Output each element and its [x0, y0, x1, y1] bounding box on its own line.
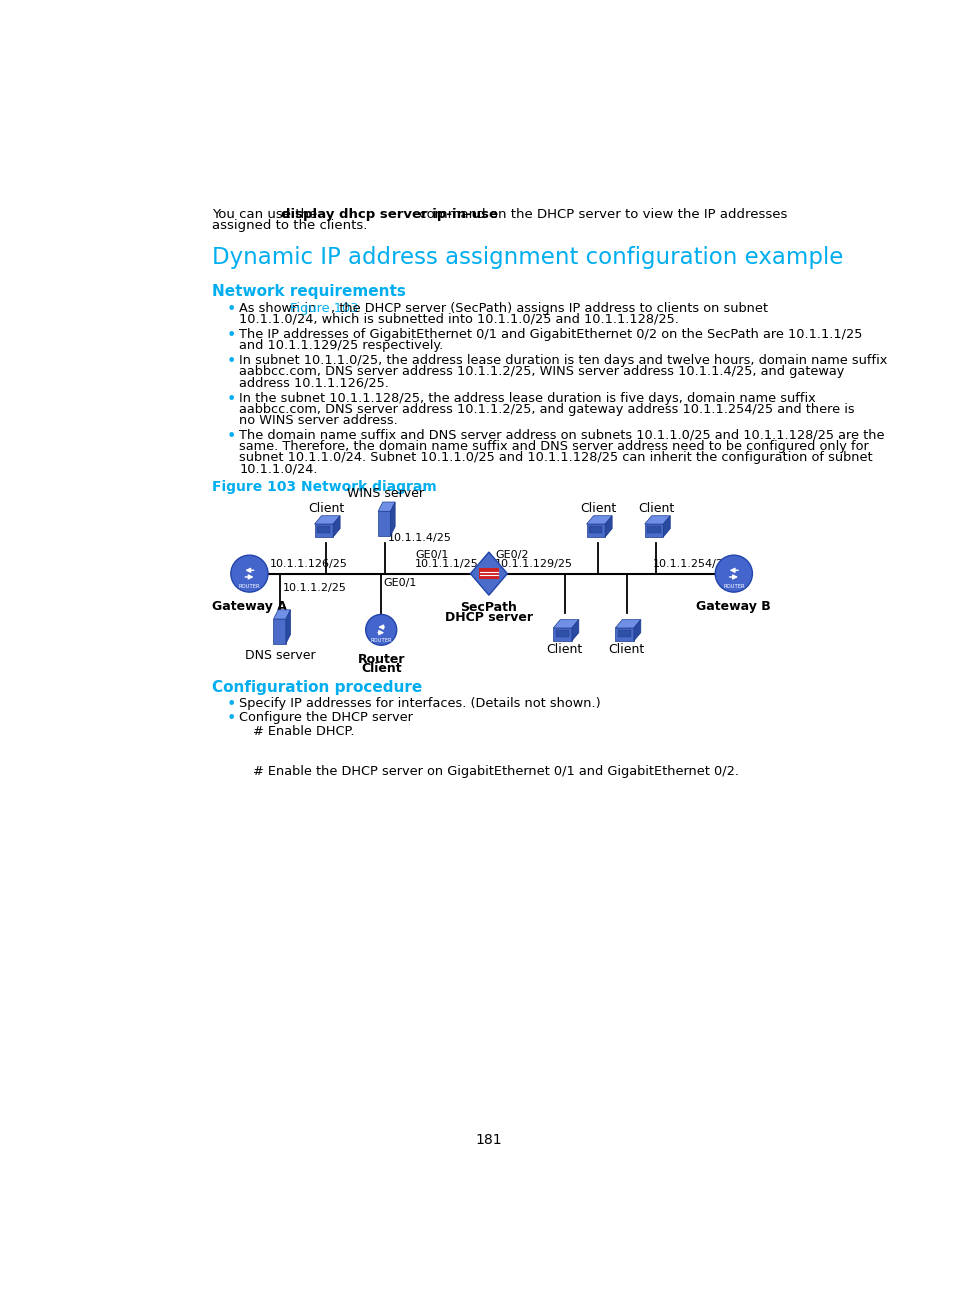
Polygon shape: [274, 619, 286, 644]
Polygon shape: [615, 629, 633, 642]
Text: •: •: [226, 302, 235, 316]
Text: 10.1.1.2/25: 10.1.1.2/25: [282, 583, 346, 592]
Polygon shape: [618, 630, 630, 636]
Text: 10.1.1.254/25: 10.1.1.254/25: [652, 559, 730, 569]
Text: address 10.1.1.126/25.: address 10.1.1.126/25.: [239, 377, 389, 390]
Text: Specify IP addresses for interfaces. (Details not shown.): Specify IP addresses for interfaces. (De…: [239, 697, 600, 710]
Text: •: •: [226, 429, 235, 443]
Polygon shape: [274, 610, 291, 619]
Text: Figure 103 Network diagram: Figure 103 Network diagram: [212, 480, 436, 494]
Text: •: •: [226, 391, 235, 407]
Text: 10.1.1.1/25: 10.1.1.1/25: [415, 559, 478, 569]
Text: You can use the: You can use the: [212, 207, 321, 220]
Text: Gateway B: Gateway B: [696, 600, 770, 613]
Polygon shape: [556, 630, 568, 636]
Polygon shape: [314, 516, 340, 524]
Polygon shape: [586, 524, 604, 537]
Polygon shape: [589, 526, 601, 533]
Text: ROUTER: ROUTER: [238, 584, 260, 590]
Text: subnet 10.1.1.0/24. Subnet 10.1.1.0/25 and 10.1.1.128/25 can inherit the configu: subnet 10.1.1.0/24. Subnet 10.1.1.0/25 a…: [239, 451, 872, 464]
Polygon shape: [314, 524, 333, 537]
Text: In the subnet 10.1.1.128/25, the address lease duration is five days, domain nam: In the subnet 10.1.1.128/25, the address…: [239, 391, 815, 404]
Polygon shape: [571, 619, 578, 642]
Text: DHCP server: DHCP server: [444, 610, 533, 623]
Text: In subnet 10.1.1.0/25, the address lease duration is ten days and twelve hours, : In subnet 10.1.1.0/25, the address lease…: [239, 354, 887, 367]
Polygon shape: [390, 502, 395, 537]
Polygon shape: [647, 526, 659, 533]
Text: DNS server: DNS server: [245, 649, 315, 662]
Text: Client: Client: [608, 643, 644, 656]
Polygon shape: [553, 629, 571, 642]
Text: ROUTER: ROUTER: [722, 584, 744, 590]
Text: WINS server: WINS server: [346, 487, 423, 500]
Text: 10.1.1.0/24, which is subnetted into 10.1.1.0/25 and 10.1.1.128/25.: 10.1.1.0/24, which is subnetted into 10.…: [239, 314, 679, 327]
Text: , the DHCP server (SecPath) assigns IP address to clients on subnet: , the DHCP server (SecPath) assigns IP a…: [331, 302, 767, 315]
Text: 10.1.1.129/25: 10.1.1.129/25: [495, 559, 573, 569]
Polygon shape: [377, 511, 390, 537]
Text: Client: Client: [360, 662, 401, 675]
Text: Client: Client: [546, 643, 582, 656]
Polygon shape: [286, 610, 291, 644]
Polygon shape: [317, 526, 330, 533]
Text: The domain name suffix and DNS server address on subnets 10.1.1.0/25 and 10.1.1.: The domain name suffix and DNS server ad…: [239, 429, 884, 442]
Text: •: •: [226, 710, 235, 726]
Text: aabbcc.com, DNS server address 10.1.1.2/25, and gateway address 10.1.1.254/25 an: aabbcc.com, DNS server address 10.1.1.2/…: [239, 403, 854, 416]
Text: Network requirements: Network requirements: [212, 284, 406, 299]
Text: assigned to the clients.: assigned to the clients.: [212, 219, 367, 232]
Polygon shape: [644, 524, 662, 537]
Text: command on the DHCP server to view the IP addresses: command on the DHCP server to view the I…: [415, 207, 786, 220]
Text: The IP addresses of GigabitEthernet 0/1 and GigabitEthernet 0/2 on the SecPath a: The IP addresses of GigabitEthernet 0/1 …: [239, 328, 862, 341]
Text: ROUTER: ROUTER: [370, 639, 392, 643]
Text: and 10.1.1.129/25 respectively.: and 10.1.1.129/25 respectively.: [239, 340, 443, 353]
Polygon shape: [553, 619, 578, 629]
Polygon shape: [377, 502, 395, 511]
Text: 10.1.1.0/24.: 10.1.1.0/24.: [239, 463, 317, 476]
Text: Configure the DHCP server: Configure the DHCP server: [239, 710, 413, 723]
Text: 10.1.1.4/25: 10.1.1.4/25: [387, 533, 451, 543]
Text: Router: Router: [357, 653, 404, 666]
Text: GE0/1: GE0/1: [383, 578, 416, 588]
Text: Client: Client: [638, 502, 674, 515]
Text: Client: Client: [308, 502, 344, 515]
Text: •: •: [226, 697, 235, 712]
Text: GE0/2: GE0/2: [495, 550, 528, 560]
Text: Client: Client: [579, 502, 616, 515]
Text: 10.1.1.126/25: 10.1.1.126/25: [270, 559, 347, 569]
Text: As shown in: As shown in: [239, 302, 320, 315]
Polygon shape: [644, 516, 670, 524]
Text: SecPath: SecPath: [460, 601, 517, 614]
Text: Dynamic IP address assignment configuration example: Dynamic IP address assignment configurat…: [212, 246, 842, 268]
Circle shape: [715, 555, 752, 592]
Text: same. Therefore, the domain name suffix and DNS server address need to be config: same. Therefore, the domain name suffix …: [239, 441, 868, 454]
Polygon shape: [615, 619, 640, 629]
Polygon shape: [633, 619, 640, 642]
Text: aabbcc.com, DNS server address 10.1.1.2/25, WINS server address 10.1.1.4/25, and: aabbcc.com, DNS server address 10.1.1.2/…: [239, 365, 843, 378]
Text: no WINS server address.: no WINS server address.: [239, 413, 397, 426]
Polygon shape: [604, 516, 612, 537]
Text: # Enable DHCP.: # Enable DHCP.: [253, 724, 355, 737]
Polygon shape: [470, 552, 507, 595]
Text: Gateway A: Gateway A: [212, 600, 287, 613]
Text: Figure 103: Figure 103: [290, 302, 357, 315]
Polygon shape: [586, 516, 612, 524]
Text: •: •: [226, 354, 235, 369]
Polygon shape: [662, 516, 670, 537]
Text: Configuration procedure: Configuration procedure: [212, 680, 422, 695]
Text: display dhcp server ip-in-use: display dhcp server ip-in-use: [280, 207, 497, 220]
Circle shape: [231, 555, 268, 592]
Circle shape: [365, 614, 396, 645]
Text: 181: 181: [476, 1134, 501, 1147]
Polygon shape: [478, 568, 498, 579]
Text: GE0/1: GE0/1: [415, 550, 448, 560]
Text: # Enable the DHCP server on GigabitEthernet 0/1 and GigabitEthernet 0/2.: # Enable the DHCP server on GigabitEther…: [253, 765, 739, 778]
Polygon shape: [333, 516, 340, 537]
Text: •: •: [226, 328, 235, 343]
